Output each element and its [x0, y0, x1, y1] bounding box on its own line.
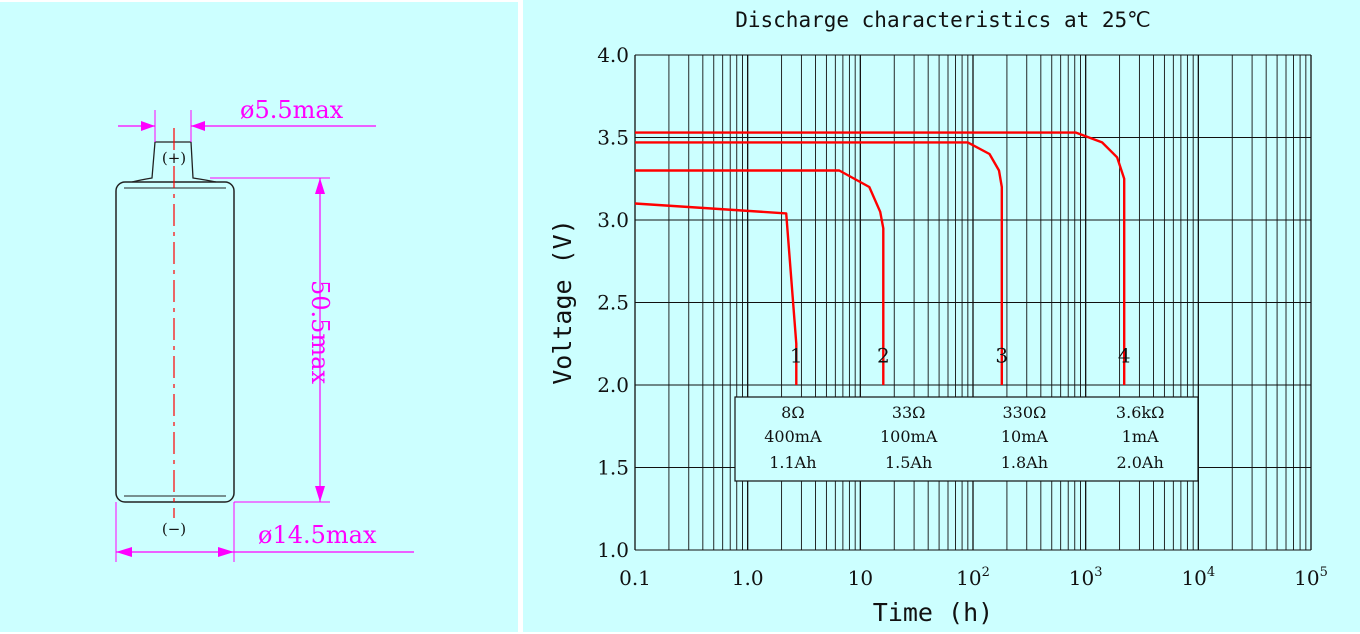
legend-table: 8Ω 400mA 1.1Ah 33Ω 100mA 1.5Ah 330Ω 10mA 1.8Ah 3.…: [734, 396, 1199, 482]
series-line-2: [635, 169, 885, 385]
chart-title: Discharge characteristics at 25℃: [735, 8, 1151, 32]
dim-dia-arrow-left: [116, 547, 132, 557]
battery-body: [115, 181, 235, 503]
x-tick-label: 0.1: [619, 566, 651, 590]
x-tick-label: 105: [1294, 565, 1328, 590]
x-tick-label: 102: [956, 565, 990, 590]
discharge-chart: Discharge characteristics at 25℃ 0.1 1.0 1…: [548, 8, 1328, 627]
x-axis-label: Time (h): [873, 598, 993, 627]
legend-capacity: 1.5Ah: [885, 453, 932, 472]
y-tick-label: 1.5: [597, 456, 629, 480]
legend-resistance: 3.6kΩ: [1116, 403, 1164, 422]
legend-current: 400mA: [764, 427, 822, 446]
legend-capacity: 1.8Ah: [1001, 453, 1048, 472]
legend-box: [734, 396, 1199, 482]
x-tick-labels: 0.1 1.0 10 102 103 104 105: [619, 565, 1328, 590]
series-lines: 1 2 3 4: [634, 131, 1131, 385]
legend-current: 1mA: [1122, 427, 1159, 446]
series-line-3: [635, 141, 1003, 385]
x-tick-label: 10: [848, 566, 873, 590]
series-line-1: [634, 202, 798, 385]
dim-top-arrow-right: [191, 121, 205, 131]
legend-current: 100mA: [880, 427, 938, 446]
series-label-3: 3: [995, 343, 1008, 367]
dim-length-label: 50.5max: [306, 280, 334, 385]
positive-terminal-label: (+): [162, 149, 186, 167]
y-tick-label: 2.0: [597, 373, 629, 397]
x-tick-label: 103: [1069, 565, 1103, 590]
y-tick-label: 3.0: [597, 208, 629, 232]
dim-diameter-label: ø14.5max: [258, 521, 377, 549]
legend-resistance: 8Ω: [781, 403, 804, 422]
series-label-4: 4: [1118, 343, 1131, 367]
legend-capacity: 1.1Ah: [769, 453, 816, 472]
x-tick-label: 1.0: [732, 566, 764, 590]
y-axis-label: Voltage (V): [548, 219, 577, 385]
legend-resistance: 330Ω: [1002, 403, 1046, 422]
negative-terminal-label: (−): [162, 520, 186, 538]
positive-terminal: [131, 141, 217, 183]
legend-current: 10mA: [1001, 427, 1049, 446]
legend-capacity: 2.0Ah: [1116, 453, 1163, 472]
dim-length-arrow-bottom: [315, 486, 325, 502]
series-line-4: [635, 131, 1126, 385]
series-label-1: 1: [790, 343, 803, 367]
y-tick-label: 1.0: [597, 538, 629, 562]
chart-panel: Discharge characteristics at 25℃ 0.1 1.0 1…: [523, 0, 1360, 632]
battery-drawing: (+) (−) ø5.5max 50.5max ø14.5max: [115, 96, 414, 562]
y-tick-label: 2.5: [597, 291, 629, 315]
dim-dia-arrow-right: [218, 547, 234, 557]
y-tick-label: 4.0: [597, 43, 629, 67]
battery-drawing-panel: (+) (−) ø5.5max 50.5max ø14.5max: [0, 2, 518, 632]
y-tick-labels: 1.0 1.5 2.0 2.5 3.0 3.5 4.0: [597, 43, 629, 562]
y-tick-label: 3.5: [597, 126, 629, 150]
dim-length-arrow-top: [315, 178, 325, 194]
series-label-2: 2: [877, 343, 890, 367]
x-tick-label: 104: [1181, 565, 1215, 590]
legend-resistance: 33Ω: [892, 403, 926, 422]
dim-top-label: ø5.5max: [240, 96, 344, 124]
dim-top-arrow-left: [141, 121, 155, 131]
